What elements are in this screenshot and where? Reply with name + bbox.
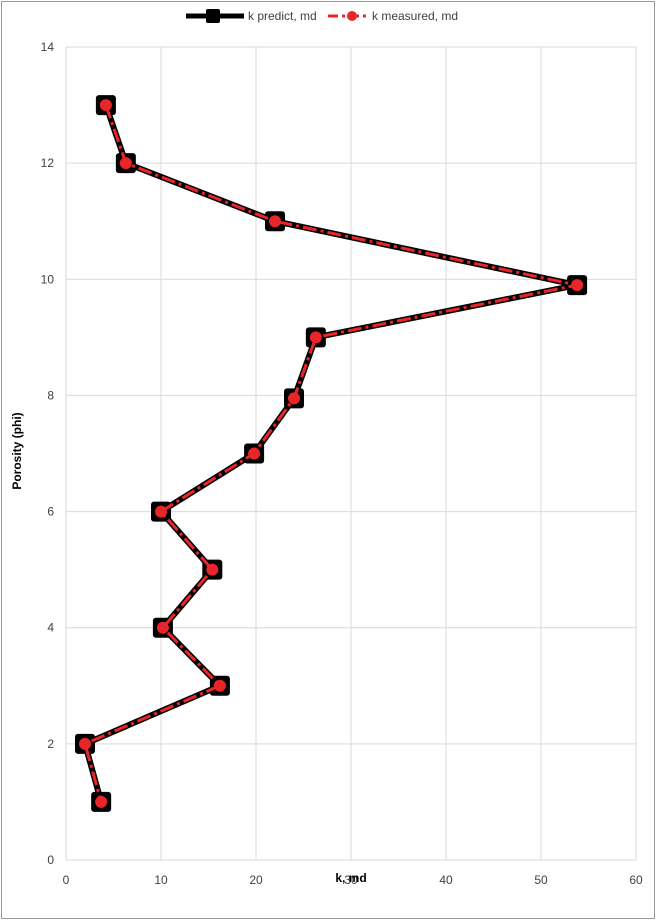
legend-k-measured-marker: [347, 11, 357, 21]
k-measured-point: [269, 215, 281, 228]
k-measured-markers: [79, 99, 584, 808]
y-tick-label: 10: [41, 272, 55, 286]
k-measured-point: [206, 563, 219, 576]
k-predict-line: [82, 104, 581, 803]
k-predict-markers: [75, 95, 588, 812]
y-axis-title: Porosity (phi): [10, 412, 24, 489]
k-measured-point: [119, 157, 132, 170]
k-measured-point: [571, 279, 584, 292]
y-tick-label: 6: [47, 505, 54, 519]
series-k-predict: [75, 95, 588, 812]
k-measured-line: [83, 104, 578, 803]
legend-k-predict-marker: [206, 9, 220, 23]
x-tick-label: 40: [439, 873, 453, 887]
y-tick-labels: 0 2 4 6 8 10 12 14: [41, 40, 55, 867]
legend-k-predict-label: k predict, md: [248, 9, 317, 23]
y-tick-label: 8: [47, 388, 54, 402]
x-tick-label: 60: [629, 873, 643, 887]
k-measured-point: [156, 621, 169, 634]
legend-k-measured-label: k measured, md: [372, 9, 458, 23]
k-measured-point: [95, 795, 108, 808]
x-axis-title: k, md: [335, 871, 366, 885]
k-measured-point: [288, 392, 300, 405]
legend-item-k-measured: k measured, md: [328, 9, 458, 23]
y-tick-label: 0: [47, 853, 54, 867]
x-tick-label: 20: [249, 873, 263, 887]
x-tick-label: 50: [534, 873, 548, 887]
y-tick-label: 14: [41, 40, 55, 54]
x-tick-label: 0: [63, 873, 70, 887]
x-tick-label: 10: [154, 873, 168, 887]
legend: k predict, md k measured, md: [186, 9, 458, 23]
y-tick-label: 12: [41, 156, 55, 170]
k-measured-point: [99, 99, 112, 112]
series-k-measured: [79, 99, 584, 808]
k-measured-point: [309, 331, 322, 344]
k-measured-point: [248, 447, 261, 460]
y-tick-label: 2: [47, 737, 54, 751]
x-tick-label: 30: [344, 873, 358, 887]
legend-item-k-predict: k predict, md: [186, 9, 317, 23]
gridlines: [65, 46, 637, 861]
k-measured-point: [213, 679, 226, 692]
x-tick-labels: 0 10 20 30 40 50 60: [63, 873, 643, 887]
k-measured-point: [79, 737, 91, 750]
y-tick-label: 4: [47, 621, 54, 635]
k-measured-point: [155, 505, 167, 518]
